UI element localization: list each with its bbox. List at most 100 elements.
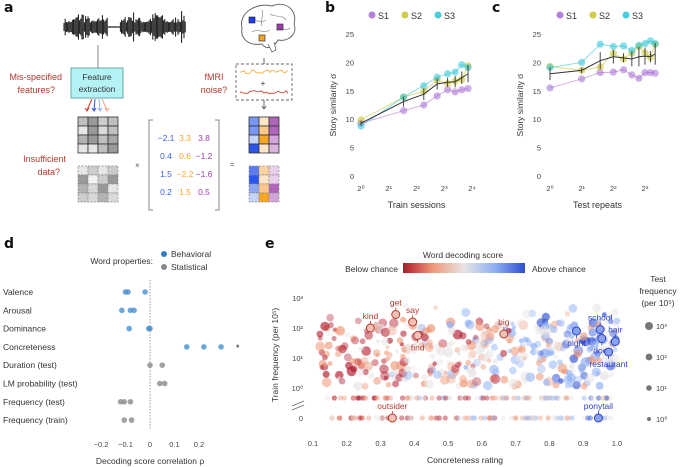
x-tick-label: 2¹ [385,184,392,193]
word-point [322,370,330,378]
word-point [487,415,493,421]
word-point [373,376,381,385]
word-point [486,327,492,333]
word-point [535,415,541,421]
word-point [568,382,574,388]
word-point [438,339,448,349]
data-point-S3 [444,70,452,78]
word-point [408,365,417,374]
word-point [448,340,455,347]
word-point [360,395,366,401]
legend-marker [556,11,564,19]
word-point [508,378,519,389]
word-point [588,395,594,401]
legend-label: S2 [599,11,610,21]
word-point [348,415,354,421]
word-point [585,373,595,383]
word-point [530,349,535,355]
word-point [454,415,460,421]
word-point [604,319,610,325]
highlighted-word-point [595,325,605,334]
word-point [404,343,414,352]
word-point [383,375,389,381]
word-point [324,395,331,401]
word-point [481,328,489,336]
word-point [503,395,509,401]
word-point [418,342,427,350]
word-point [459,375,468,384]
word-point [539,395,545,401]
word-point [442,395,449,401]
word-point [541,312,550,321]
word-point [462,395,468,401]
x-axis-label: Decoding score correlation ρ [96,456,204,466]
word-label: door [593,346,610,356]
data-point [218,344,224,350]
brain-icon [241,3,296,53]
highlighted-word-point [391,310,401,319]
word-point [383,395,389,401]
size-legend-marker [645,322,653,330]
y-tick-label: 15 [533,87,541,96]
category-label: Duration (test) [3,360,57,370]
word-point [421,395,427,401]
q-fmri-1: fMRI [205,72,224,82]
word-point [392,380,399,388]
data-point [121,399,128,405]
panel-a-label: a [4,0,14,16]
feature-arrows [84,98,110,112]
data-point-S1 [451,88,459,96]
word-point [545,395,552,401]
word-point [355,368,364,377]
word-point [373,395,379,401]
word-point [377,415,383,421]
word-point [592,303,601,313]
word-point [560,345,566,352]
word-point [344,332,350,338]
word-point [359,415,365,421]
data-point [183,344,190,350]
x-tick-label: 2² [413,184,420,193]
legend-label: Behavioral [171,249,211,259]
matrix-cell [268,125,280,136]
word-point [474,337,485,348]
word-point [534,347,540,352]
matrix-cell [268,143,280,154]
brain-response-matrix-observed [248,116,280,154]
word-point [537,350,544,357]
x-tick-label: 0.1 [169,440,179,449]
word-point [424,379,434,389]
word-point [534,324,539,329]
word-point [500,415,506,421]
word-point [549,349,555,356]
word-point [472,415,478,421]
matrix-cell [107,143,119,154]
word-point [490,343,498,351]
plus-symbol: + [261,79,266,88]
word-point [367,373,373,379]
word-point [464,319,472,327]
word-point [518,346,524,352]
word-point [362,368,369,376]
legend-label: S1 [566,11,577,21]
word-point [447,361,457,372]
word-point [403,370,413,380]
word-point [554,395,560,401]
word-point [486,336,494,344]
size-legend-label: 10¹ [656,384,667,393]
x-tick-label: 0.5 [443,439,453,448]
word-point [522,395,528,401]
data-point-S1 [420,101,428,109]
word-point [382,415,389,421]
matrix-cell [258,134,270,145]
panel-e-label: e [265,236,275,252]
word-point [610,308,619,317]
weight-matrix: −2.1 3.3 3.8 0.4 0.6 −1.2 1.5 −2.2 −1.6 0.2 1.5 0.5 [158,133,213,197]
matrix-cell [87,192,99,203]
word-point [478,415,484,421]
x-tick-label: 0.2 [194,440,204,449]
word-point [611,354,620,363]
data-point [127,399,134,405]
word-label: get [390,298,402,308]
data-point-S1 [635,74,643,82]
